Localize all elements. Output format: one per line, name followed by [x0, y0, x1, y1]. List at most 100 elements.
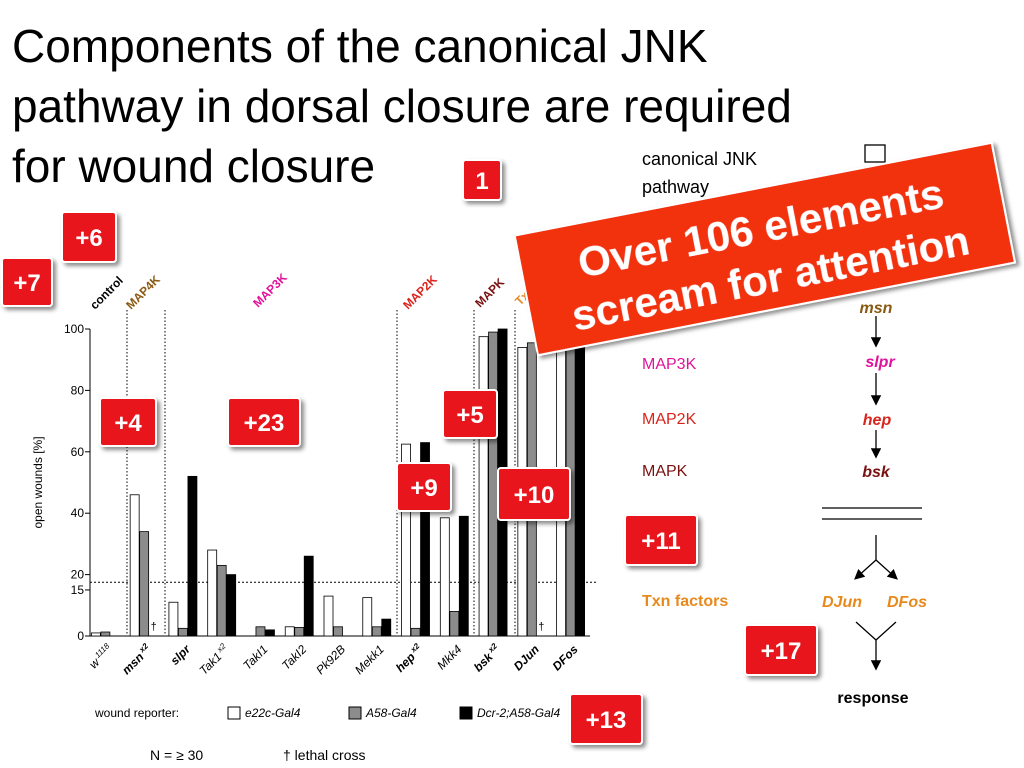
badge-label: +23 — [244, 410, 285, 437]
bar — [100, 631, 111, 637]
badge-label: +11 — [641, 528, 680, 555]
bar — [323, 595, 334, 637]
bar — [187, 475, 198, 637]
legend-title: wound reporter: — [94, 706, 179, 720]
pathway-gene: msn — [860, 300, 893, 317]
pathway-level: MAP2K — [642, 411, 697, 428]
badge: +23 — [227, 397, 301, 447]
badge-box — [744, 624, 818, 676]
pathway-gene: DJun — [822, 594, 862, 611]
legend-swatch — [348, 706, 362, 720]
pathway-level: Txn factors — [642, 593, 728, 610]
bar — [139, 531, 150, 637]
pathway-gene: hep — [863, 412, 892, 429]
y-tick-label: 100 — [64, 322, 84, 336]
badge-box — [227, 397, 301, 447]
pathway-gene: bsk — [862, 464, 891, 481]
bar — [226, 574, 237, 637]
pathway-gene: slpr — [865, 354, 895, 371]
branch — [855, 621, 877, 641]
bar — [255, 626, 266, 637]
bar — [303, 555, 314, 637]
bar — [439, 517, 450, 637]
box-icon — [864, 144, 886, 163]
legend-label: Dcr-2;A58-Gal4 — [477, 706, 560, 720]
badge-box — [1, 257, 53, 307]
badge: +11 — [624, 514, 698, 566]
badge-label: 1 — [475, 168, 488, 195]
value-label: † — [151, 621, 157, 633]
bar — [284, 626, 295, 637]
badge-box — [396, 462, 452, 512]
bar — [129, 494, 140, 637]
bar — [216, 564, 227, 637]
bar — [488, 331, 498, 637]
pathway-heading: pathway — [642, 177, 709, 197]
badge-label: +13 — [586, 707, 627, 734]
bar — [410, 627, 421, 637]
bar — [207, 549, 218, 637]
slide-title: Components of the canonical JNK — [12, 20, 708, 72]
bar — [178, 627, 188, 637]
badge: +6 — [61, 211, 117, 263]
badge-label: +5 — [456, 402, 483, 429]
legend-swatch — [459, 706, 473, 720]
badge-box — [462, 159, 502, 201]
bar — [420, 442, 430, 637]
badge: +5 — [442, 389, 498, 439]
y-tick-label: 60 — [71, 445, 85, 459]
y-axis-label: open wounds [%] — [31, 436, 45, 528]
pathway-heading: canonical JNK — [642, 149, 757, 169]
badge-box — [61, 211, 117, 263]
badge-box — [442, 389, 498, 439]
pathway-diagram — [822, 144, 922, 671]
badge-label: +9 — [410, 475, 437, 502]
badge-box — [497, 467, 571, 521]
bar — [401, 443, 411, 637]
slide-title: pathway in dorsal closure are required — [12, 80, 792, 132]
badge: +7 — [1, 257, 53, 307]
y-tick-label: 20 — [71, 568, 85, 582]
badge: +13 — [569, 693, 643, 745]
y-tick-label: 80 — [71, 383, 85, 397]
banner-box — [513, 141, 1017, 357]
y-tick-label: 40 — [71, 506, 85, 520]
bar — [90, 632, 101, 637]
arrow — [875, 559, 898, 580]
bar — [381, 618, 392, 637]
badge-box — [624, 514, 698, 566]
badge-box — [99, 397, 157, 447]
badge-label: +17 — [761, 638, 802, 665]
bar — [265, 629, 275, 637]
branch — [875, 621, 897, 641]
pathway-response: response — [837, 690, 908, 707]
footnote: † lethal cross — [283, 747, 365, 763]
bar — [458, 515, 469, 637]
bar — [575, 340, 586, 637]
badge-label: +7 — [13, 270, 40, 297]
legend-swatch — [227, 706, 241, 720]
value-label: † — [538, 621, 544, 633]
pathway-level: MAPK — [642, 463, 688, 480]
bar — [362, 597, 373, 637]
legend-label: e22c-Gal4 — [245, 706, 301, 720]
legend-label: A58-Gal4 — [365, 706, 417, 720]
slide-title: for wound closure — [12, 140, 375, 192]
y-tick-label: 0 — [77, 629, 84, 643]
badge: +9 — [396, 462, 452, 512]
footnote: N = ≥ 30 — [150, 747, 203, 763]
bar — [449, 611, 460, 637]
bar — [333, 626, 343, 637]
bar — [294, 627, 305, 637]
badge-label: +6 — [75, 225, 102, 252]
badge-label: +4 — [114, 410, 142, 437]
pathway-level: MAP3K — [642, 356, 697, 373]
badge-box — [569, 693, 643, 745]
arrow — [854, 559, 877, 580]
badge: +17 — [744, 624, 818, 676]
pathway-gene: DFos — [887, 594, 927, 611]
badge: 1 — [462, 159, 502, 201]
